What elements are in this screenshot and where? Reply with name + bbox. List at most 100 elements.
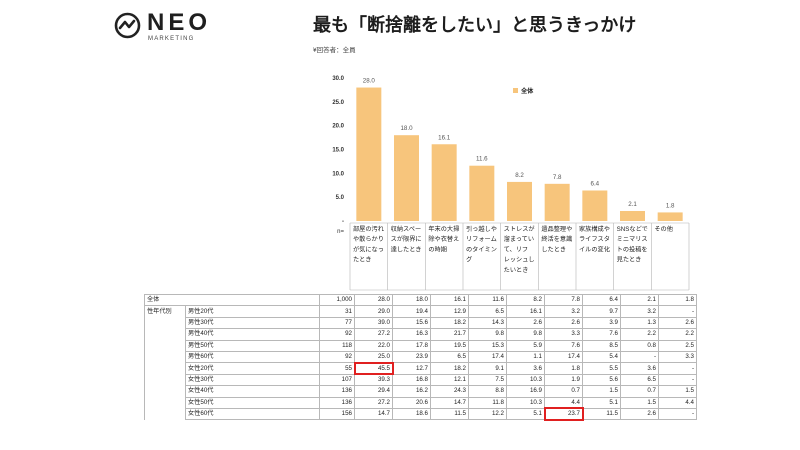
category-label: ストレスが xyxy=(504,225,536,233)
data-label: 8.2 xyxy=(515,172,524,179)
group-cell xyxy=(144,408,186,420)
category-label: ライフスタ xyxy=(579,235,610,243)
value-cell: 0.8 xyxy=(620,339,659,352)
category-label: 終活を意識 xyxy=(541,235,572,243)
value-cell: 6.4 xyxy=(582,293,621,307)
row-label: 男性60代 xyxy=(185,350,320,364)
bar xyxy=(582,190,608,221)
table-row: 男性50代 118 22.0 17.8 19.5 15.3 5.9 7.6 8.5 0.8 2.5 xyxy=(144,339,697,352)
data-label: 7.8 xyxy=(553,174,562,181)
value-cell: 21.7 xyxy=(430,328,469,341)
category-label: たいとき xyxy=(504,267,529,274)
bar xyxy=(431,144,457,221)
value-cell: 5.9 xyxy=(506,339,545,352)
group-cell xyxy=(144,340,186,352)
value-cell: 5.1 xyxy=(506,407,545,421)
n-cell: 77 xyxy=(319,316,355,330)
value-cell: - xyxy=(658,373,697,387)
value-cell: 3.3 xyxy=(544,328,583,341)
value-cell: 27.2 xyxy=(354,328,393,341)
y-tick-label: 30.0 xyxy=(332,76,344,82)
value-cell: 1.8 xyxy=(544,362,583,375)
n-cell: 156 xyxy=(319,407,355,421)
value-cell: 9.1 xyxy=(468,362,507,375)
y-tick-label: 5.0 xyxy=(336,195,345,201)
value-cell: 1.3 xyxy=(620,316,659,330)
data-label: 6.4 xyxy=(591,180,600,187)
value-cell: 17.8 xyxy=(392,339,431,352)
n-cell: 107 xyxy=(319,373,355,387)
category-label: リフォーム xyxy=(466,236,497,243)
value-cell: 7.8 xyxy=(544,293,583,307)
value-cell: 18.2 xyxy=(430,316,469,330)
data-label: 2.1 xyxy=(628,201,637,208)
value-cell: 27.2 xyxy=(354,396,393,409)
value-cell: 9.8 xyxy=(468,328,507,341)
bar xyxy=(394,135,419,221)
value-cell: 22.0 xyxy=(354,339,393,352)
category-label: したとき xyxy=(541,246,566,253)
value-cell: 14.7 xyxy=(430,396,469,409)
bar xyxy=(620,210,645,221)
value-cell: 29.4 xyxy=(354,385,393,398)
neo-marketing-logo: NEO MARKETING xyxy=(114,9,207,44)
value-cell: 2.6 xyxy=(506,316,545,330)
category-label: 除や衣替え xyxy=(428,235,459,243)
value-cell: 9.7 xyxy=(582,305,621,318)
value-cell: - xyxy=(658,362,697,375)
legend-label: 全体 xyxy=(520,87,534,95)
value-cell: 5.6 xyxy=(582,373,621,387)
group-cell xyxy=(144,397,186,409)
value-cell: 8.2 xyxy=(506,293,545,307)
category-label: グ xyxy=(466,256,472,264)
value-cell: 16.9 xyxy=(506,385,545,398)
value-cell: 18.0 xyxy=(392,293,431,307)
highlighted-cell: 45.5 xyxy=(353,361,394,376)
value-cell: 14.7 xyxy=(354,407,393,421)
value-cell: 16.3 xyxy=(392,328,431,341)
y-tick-label: 20.0 xyxy=(332,124,344,130)
value-cell: 1.1 xyxy=(506,350,545,364)
n-cell: 136 xyxy=(319,396,355,409)
row-label: 女性20代 xyxy=(185,362,320,375)
category-label: や散らかり xyxy=(353,235,384,243)
table-row: 女性40代 136 29.4 16.2 24.3 8.8 16.9 0.7 1.5 0.7 1.5 xyxy=(144,385,697,398)
table-row: 男性40代 92 27.2 16.3 21.7 9.8 9.8 3.3 7.6 2.2 2.2 xyxy=(144,328,697,341)
value-cell: 6.5 xyxy=(430,350,469,364)
value-cell: - xyxy=(620,350,659,364)
value-cell: 25.0 xyxy=(354,350,393,364)
n-label: n= xyxy=(337,229,344,235)
value-cell: 2.1 xyxy=(620,293,659,307)
value-cell: 5.5 xyxy=(582,362,621,375)
value-cell: 28.0 xyxy=(354,293,393,307)
n-cell: 1,000 xyxy=(319,293,355,307)
category-label: 収納スペー xyxy=(391,225,422,233)
value-cell: 3.2 xyxy=(620,305,659,318)
table-row: 女性60代 156 14.7 18.6 11.5 12.2 5.1 23.7 11.5 2.6- xyxy=(144,407,697,421)
value-cell: 16.1 xyxy=(430,293,469,307)
table-row: 性年代別 男性20代 31 29.0 19.4 12.9 6.5 16.1 3.2 9.7 3.2- xyxy=(144,305,697,318)
value-cell: 6.5 xyxy=(620,373,659,387)
value-cell: 1.5 xyxy=(620,396,659,409)
value-cell: 18.6 xyxy=(392,407,431,421)
breakdown-table: 全体 1,000 28.0 18.0 16.1 11.6 8.2 7.8 6.4 2.1 1.8 性年… xyxy=(144,293,697,421)
category-label: 見たとき xyxy=(617,257,642,264)
value-cell: 1.5 xyxy=(658,385,697,398)
category-label: て、リフ xyxy=(504,246,528,253)
data-label: 18.0 xyxy=(400,125,413,132)
row-label: 女性50代 xyxy=(185,396,320,409)
y-tick-label: 25.0 xyxy=(332,100,344,106)
category-label: スが限界に xyxy=(391,235,422,243)
table-row: 女性20代 55 45.5 12.7 18.2 9.1 3.6 1.8 5.5 3.6- xyxy=(144,361,697,376)
data-label: 1.8 xyxy=(666,202,675,209)
value-cell: 20.6 xyxy=(392,396,431,409)
value-cell: 16.1 xyxy=(506,305,545,318)
category-label: のタイミン xyxy=(466,245,497,253)
logo-mark-icon xyxy=(114,12,141,39)
value-cell: 10.3 xyxy=(506,373,545,387)
value-cell: 12.7 xyxy=(392,362,431,375)
bar xyxy=(657,212,683,221)
value-cell: 39.0 xyxy=(354,316,393,330)
row-label: 男性20代 xyxy=(185,305,320,318)
value-cell: 12.2 xyxy=(468,407,507,421)
